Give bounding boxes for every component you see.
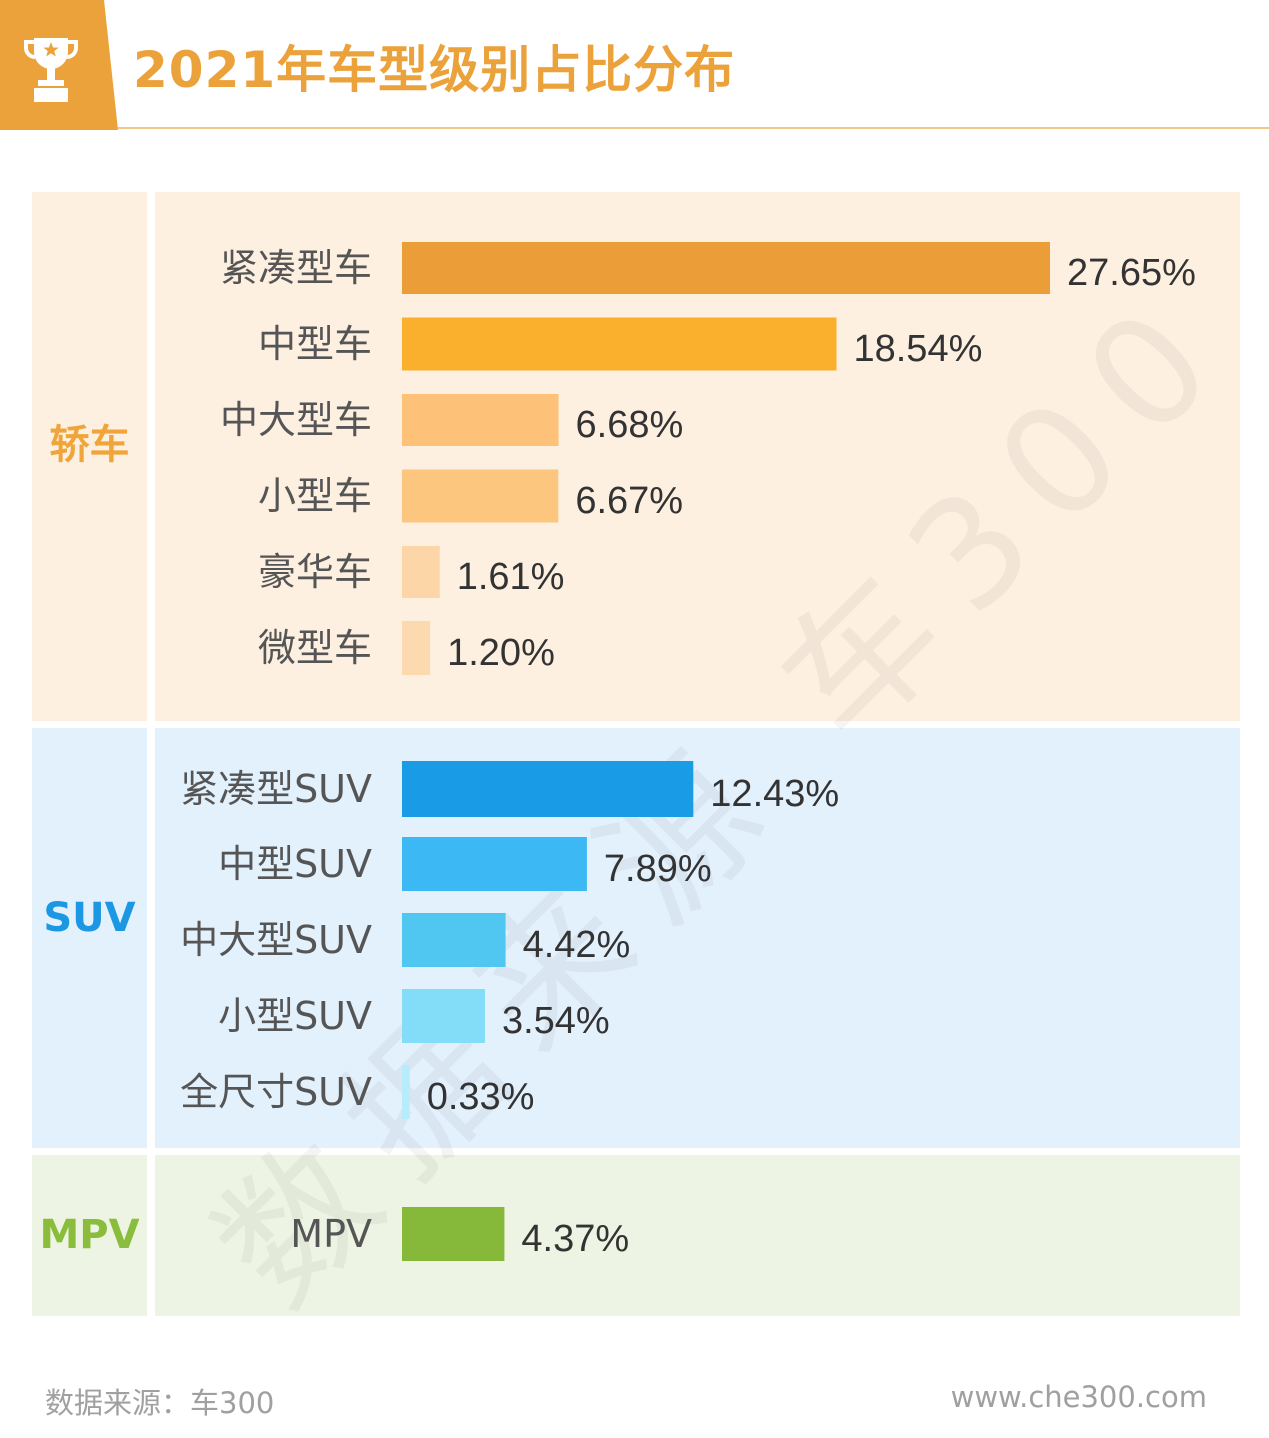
page-title: 2021年车型级别占比分布 [133, 41, 736, 99]
bar [402, 469, 559, 523]
bar [402, 1065, 410, 1119]
data-label: 6.67% [575, 480, 683, 522]
bar [402, 317, 837, 371]
website-url: www.che300.com [950, 1380, 1207, 1414]
category-label: 微型车 [258, 626, 372, 670]
sedan-group-label-bg [32, 192, 147, 721]
bar [402, 621, 431, 675]
bar [402, 989, 485, 1043]
data-label: 6.68% [576, 404, 684, 446]
trophy-icon [0, 0, 118, 130]
data-label: 4.37% [521, 1218, 629, 1260]
category-label: 中型车 [258, 322, 372, 366]
bar [402, 837, 587, 891]
data-label: 4.42% [523, 924, 631, 966]
bar [402, 242, 1050, 294]
data-label: 27.65% [1067, 252, 1196, 294]
category-label: 全尺寸SUV [180, 1070, 372, 1114]
bar [402, 546, 440, 598]
category-label: 紧凑型车 [220, 246, 372, 290]
bar [402, 1207, 505, 1261]
suv-group-label-bg [32, 728, 147, 1148]
data-label: 0.33% [427, 1076, 535, 1118]
data-source-note: 数据来源：车300 [45, 1386, 275, 1420]
group-label-suv: SUV [43, 895, 136, 941]
data-label: 7.89% [604, 848, 712, 890]
category-label: 小型SUV [218, 994, 372, 1038]
bar [402, 913, 506, 967]
data-label: 18.54% [853, 328, 982, 370]
mpv-group-label-bg [32, 1155, 147, 1316]
category-label: 中大型车 [220, 398, 372, 442]
category-label: MPV [290, 1212, 372, 1256]
header: 2021年车型级别占比分布 [0, 0, 1269, 130]
group-label-mpv: MPV [39, 1212, 140, 1258]
header-divider [118, 127, 1269, 129]
category-label: 小型车 [258, 474, 372, 518]
category-label: 豪华车 [258, 550, 372, 594]
category-label: 中大型SUV [180, 918, 372, 962]
data-label: 12.43% [710, 773, 839, 815]
mpv-group-body-bg [155, 1155, 1240, 1316]
bar [402, 761, 694, 817]
data-label: 1.61% [457, 556, 565, 598]
data-label: 3.54% [502, 1000, 610, 1042]
suv-group-body-bg [155, 728, 1240, 1148]
group-label-sedan: 轿车 [49, 422, 130, 468]
bar [402, 394, 559, 446]
category-label: 紧凑型SUV [180, 767, 372, 811]
data-label: 1.20% [447, 632, 555, 674]
category-label: 中型SUV [218, 842, 372, 886]
